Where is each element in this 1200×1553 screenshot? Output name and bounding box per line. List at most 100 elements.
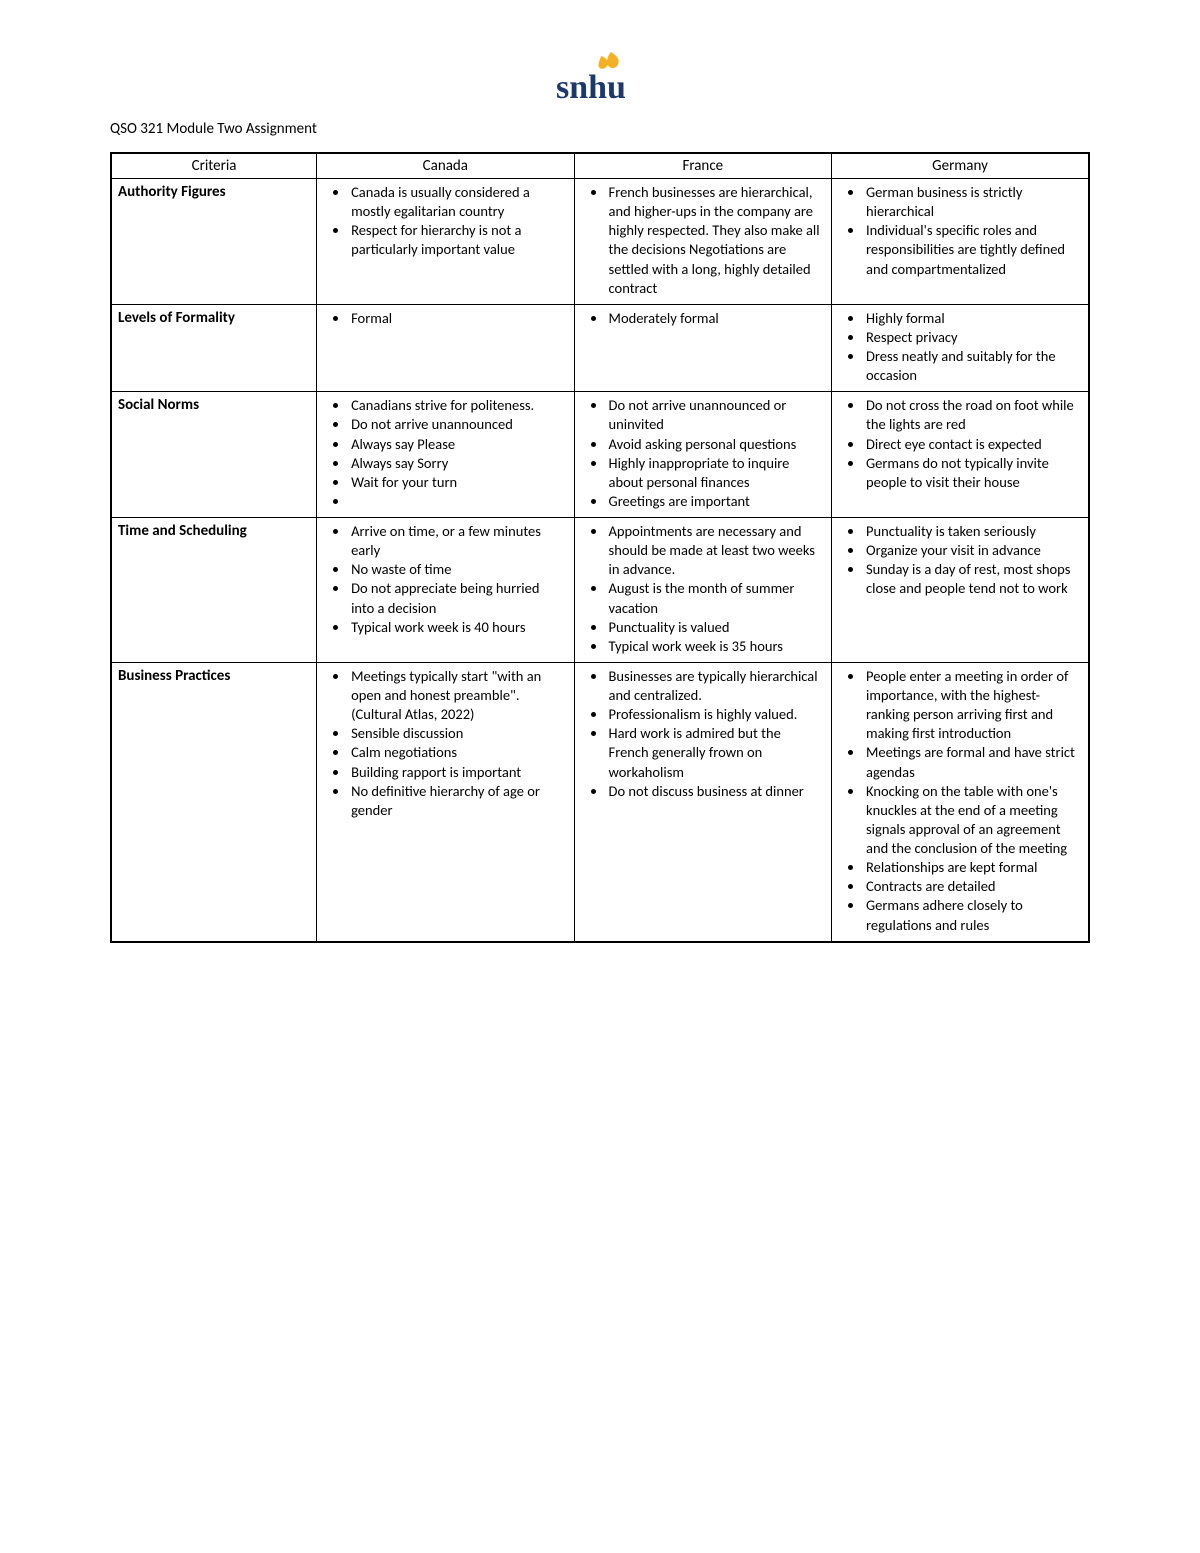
list-item: Arrive on time, or a few minutes early [349,522,567,560]
logo-container: snhu [110,50,1090,110]
table-row: Authority Figures Canada is usually consi… [111,179,1089,305]
criteria-cell: Business Practices [111,662,317,941]
list-item: Greetings are important [607,492,825,511]
list-item: Formal [349,309,567,328]
france-cell: Appointments are necessary and should be… [574,518,831,663]
list-item: Typical work week is 35 hours [607,637,825,656]
list-item: Meetings are formal and have strict agen… [864,743,1082,781]
list-item [349,492,567,511]
list-item: Building rapport is important [349,763,567,782]
france-cell: Do not arrive unannounced or uninvitedAv… [574,392,831,518]
bullet-list: French businesses are hierarchical, and … [581,183,825,298]
list-item: Moderately formal [607,309,825,328]
bullet-list: Arrive on time, or a few minutes earlyNo… [323,522,567,637]
list-item: Do not arrive unannounced [349,415,567,434]
list-item: Sunday is a day of rest, most shops clos… [864,560,1082,598]
bullet-list: Formal [323,309,567,328]
bullet-list: Moderately formal [581,309,825,328]
list-item: Respect for hierarchy is not a particula… [349,221,567,259]
list-item: Highly formal [864,309,1082,328]
list-item: No waste of time [349,560,567,579]
bullet-list: People enter a meeting in order of impor… [838,667,1082,935]
bullet-list: Highly formalRespect privacyDress neatly… [838,309,1082,386]
germany-cell: Highly formalRespect privacyDress neatly… [832,304,1089,392]
criteria-cell: Levels of Formality [111,304,317,392]
criteria-cell: Authority Figures [111,179,317,305]
list-item: German business is strictly hierarchical [864,183,1082,221]
table-body: Authority Figures Canada is usually consi… [111,179,1089,942]
list-item: Dress neatly and suitably for the occasi… [864,347,1082,385]
france-cell: French businesses are hierarchical, and … [574,179,831,305]
list-item: Sensible discussion [349,724,567,743]
list-item: No definitive hierarchy of age or gender [349,782,567,820]
bullet-list: Canada is usually considered a mostly eg… [323,183,567,260]
list-item: Calm negotiations [349,743,567,762]
bullet-list: Do not cross the road on foot while the … [838,396,1082,492]
list-item: Germans adhere closely to regulations an… [864,896,1082,934]
header-france: France [574,153,831,179]
table-row: Business Practices Meetings typically sta… [111,662,1089,941]
comparison-table: Criteria Canada France Germany Authority… [110,152,1090,943]
list-item: Contracts are detailed [864,877,1082,896]
list-item: Appointments are necessary and should be… [607,522,825,579]
document-page: snhu QSO 321 Module Two Assignment Crite… [0,0,1200,1553]
list-item: Relationships are kept formal [864,858,1082,877]
table-row: Levels of Formality Formal Moderately form… [111,304,1089,392]
germany-cell: Do not cross the road on foot while the … [832,392,1089,518]
france-cell: Businesses are typically hierarchical an… [574,662,831,941]
list-item: Do not cross the road on foot while the … [864,396,1082,434]
list-item: Typical work week is 40 hours [349,618,567,637]
list-item: Organize your visit in advance [864,541,1082,560]
header-germany: Germany [832,153,1089,179]
header-canada: Canada [317,153,574,179]
list-item: Businesses are typically hierarchical an… [607,667,825,705]
svg-text:snhu: snhu [556,69,626,106]
list-item: People enter a meeting in order of impor… [864,667,1082,744]
canada-cell: Canadians strive for politeness.Do not a… [317,392,574,518]
list-item: French businesses are hierarchical, and … [607,183,825,298]
list-item: Canada is usually considered a mostly eg… [349,183,567,221]
list-item: Punctuality is taken seriously [864,522,1082,541]
bullet-list: Meetings typically start "with an open a… [323,667,567,820]
criteria-cell: Social Norms [111,392,317,518]
list-item: Punctuality is valued [607,618,825,637]
bullet-list: Punctuality is taken seriouslyOrganize y… [838,522,1082,599]
list-item: Respect privacy [864,328,1082,347]
snhu-logo: snhu [551,50,649,106]
bullet-list: Appointments are necessary and should be… [581,522,825,656]
list-item: Meetings typically start "with an open a… [349,667,567,724]
list-item: Do not appreciate being hurried into a d… [349,579,567,617]
canada-cell: Canada is usually considered a mostly eg… [317,179,574,305]
bullet-list: Do not arrive unannounced or uninvitedAv… [581,396,825,511]
germany-cell: Punctuality is taken seriouslyOrganize y… [832,518,1089,663]
list-item: Avoid asking personal questions [607,435,825,454]
canada-cell: Arrive on time, or a few minutes earlyNo… [317,518,574,663]
list-item: Canadians strive for politeness. [349,396,567,415]
list-item: Wait for your turn [349,473,567,492]
bullet-list: Canadians strive for politeness.Do not a… [323,396,567,511]
germany-cell: German business is strictly hierarchical… [832,179,1089,305]
table-row: Time and SchedulingArrive on time, or a … [111,518,1089,663]
germany-cell: People enter a meeting in order of impor… [832,662,1089,941]
canada-cell: Formal [317,304,574,392]
assignment-title: QSO 321 Module Two Assignment [110,120,1090,138]
table-row: Social NormsCanadians strive for politen… [111,392,1089,518]
criteria-cell: Time and Scheduling [111,518,317,663]
list-item: Direct eye contact is expected [864,435,1082,454]
list-item: Individual's specific roles and responsi… [864,221,1082,278]
france-cell: Moderately formal [574,304,831,392]
list-item: Do not arrive unannounced or uninvited [607,396,825,434]
list-item: Knocking on the table with one's knuckle… [864,782,1082,859]
list-item: Germans do not typically invite people t… [864,454,1082,492]
bullet-list: German business is strictly hierarchical… [838,183,1082,279]
canada-cell: Meetings typically start "with an open a… [317,662,574,941]
table-header-row: Criteria Canada France Germany [111,153,1089,179]
list-item: Do not discuss business at dinner [607,782,825,801]
list-item: Highly inappropriate to inquire about pe… [607,454,825,492]
list-item: Hard work is admired but the French gene… [607,724,825,781]
header-criteria: Criteria [111,153,317,179]
list-item: Professionalism is highly valued. [607,705,825,724]
list-item: August is the month of summer vacation [607,579,825,617]
list-item: Always say Please [349,435,567,454]
bullet-list: Businesses are typically hierarchical an… [581,667,825,801]
